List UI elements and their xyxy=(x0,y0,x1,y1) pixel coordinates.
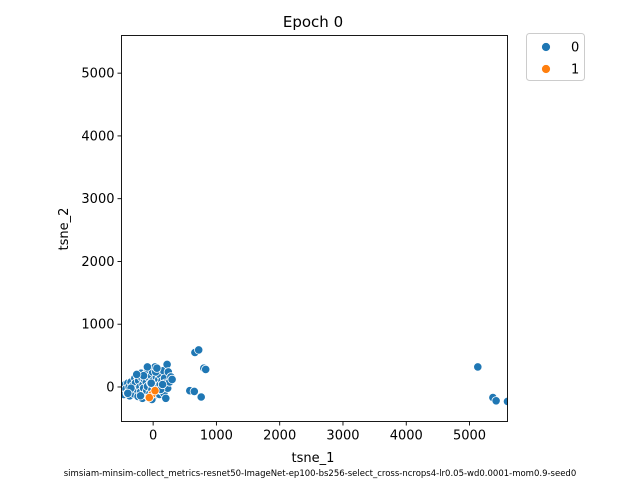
x-tick-label: 3000 xyxy=(326,429,359,444)
x-tick-label: 4000 xyxy=(390,429,423,444)
scatter-point-series-0 xyxy=(201,364,211,374)
scatter-point-series-1 xyxy=(144,392,154,403)
legend: 01 xyxy=(526,33,585,81)
scatter-point-series-0 xyxy=(194,345,204,355)
points-layer xyxy=(121,345,508,406)
scatter-point-series-0 xyxy=(162,359,172,369)
chart-title: Epoch 0 xyxy=(283,13,343,31)
scatter-point-series-0 xyxy=(167,374,177,384)
scatter-point-series-0 xyxy=(132,369,142,379)
x-tick-label: 5000 xyxy=(453,429,486,444)
y-tick-label: 4000 xyxy=(81,129,114,144)
scatter-point-series-0 xyxy=(158,379,168,390)
x-tick-label: 0 xyxy=(149,429,157,444)
scatter-point-series-0 xyxy=(161,393,171,403)
legend-label: 0 xyxy=(571,41,579,56)
y-tick-label: 2000 xyxy=(81,255,114,270)
legend-marker xyxy=(541,64,551,74)
y-tick-label: 1000 xyxy=(81,318,114,333)
scatter-point-series-0 xyxy=(142,362,152,372)
y-axis-label: tsne_2 xyxy=(57,208,72,251)
scatter-point-series-1 xyxy=(150,386,160,396)
x-axis-label: tsne_1 xyxy=(292,451,335,466)
scatter-point-series-0 xyxy=(189,386,199,396)
y-tick-label: 3000 xyxy=(81,192,114,207)
x-axis: 0 1000 2000 3000 4000 5000 xyxy=(149,421,486,444)
scatter-point-series-0 xyxy=(473,362,483,372)
scatter-point-series-0 xyxy=(123,388,133,398)
x-tick-label: 2000 xyxy=(263,429,296,444)
scatter-point-series-0 xyxy=(135,391,146,401)
scatter-point-series-0 xyxy=(491,396,501,406)
scatter-point-series-0 xyxy=(152,363,162,373)
scatter-point-series-0 xyxy=(196,392,206,402)
legend-marker xyxy=(541,42,551,52)
y-tick-label: 0 xyxy=(106,380,114,395)
legend-frame xyxy=(526,33,585,81)
chart-caption: simsiam-minsim-collect_metrics-resnet50-… xyxy=(64,469,577,479)
scatter-point-series-0 xyxy=(146,378,156,388)
x-tick-label: 1000 xyxy=(200,429,233,444)
plot-area-frame xyxy=(121,35,508,422)
y-axis: 0 1000 2000 3000 4000 5000 xyxy=(81,67,122,395)
y-tick-label: 5000 xyxy=(81,67,114,82)
legend-label: 1 xyxy=(571,63,579,78)
